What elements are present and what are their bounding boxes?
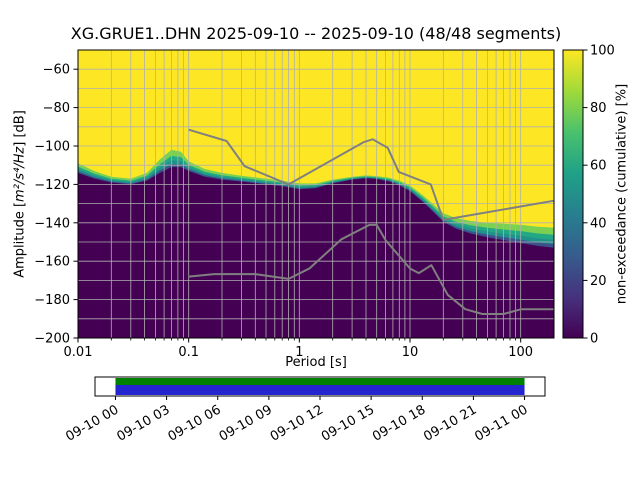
colorbar [562, 49, 584, 339]
colorbar-tick-label: 40 [590, 216, 607, 231]
y-tick-label: −200 [34, 332, 70, 347]
y-tick-label: −160 [34, 255, 70, 270]
timeline-coverage-green [115, 378, 525, 385]
x-tick-label: 0.1 [178, 345, 199, 360]
axes-frame [77, 49, 555, 339]
timeline-tick-label: 09-10 12 [268, 402, 326, 444]
colorbar-tick-label: 0 [590, 332, 598, 347]
colorbar-tick-label: 100 [590, 44, 615, 59]
y-tick-label: −180 [34, 293, 70, 308]
y-tick-label: −100 [34, 140, 70, 155]
x-tick-label: 0.01 [64, 345, 93, 360]
timeline-tick-label: 09-10 09 [217, 402, 275, 444]
nhnm-noise-model-line [188, 128, 555, 221]
heatmap-band [78, 167, 554, 338]
timeline-coverage-blue [115, 385, 525, 395]
plot-title: XG.GRUE1..DHN 2025-09-10 -- 2025-09-10 (… [70, 24, 562, 43]
timeline-tick-label: 09-10 18 [370, 402, 428, 444]
colorbar-tick-label: 20 [590, 274, 607, 289]
timeline-tick-label: 09-11 00 [472, 402, 530, 444]
x-tick-label: 100 [508, 345, 533, 360]
y-tick-label: −80 [43, 101, 70, 116]
y-tick-label: −120 [34, 178, 70, 193]
timeline-tick-label: 09-10 06 [166, 402, 224, 444]
y-tick-label: −140 [34, 216, 70, 231]
timeline-tick-label: 09-10 00 [63, 402, 121, 444]
x-axis-label: Period [s] [285, 355, 347, 370]
colorbar-tick-label: 80 [590, 101, 607, 116]
nlnm-noise-model-line [188, 223, 554, 315]
timeline-tick-label: 09-10 15 [319, 402, 377, 444]
x-tick-label: 1 [295, 345, 303, 360]
timeline-tick-label: 09-10 03 [114, 402, 172, 444]
x-tick-label: 10 [402, 345, 419, 360]
y-tick-label: −60 [43, 63, 70, 78]
colorbar-tick-label: 60 [590, 159, 607, 174]
timeline-tick-label: 09-10 21 [421, 402, 479, 444]
